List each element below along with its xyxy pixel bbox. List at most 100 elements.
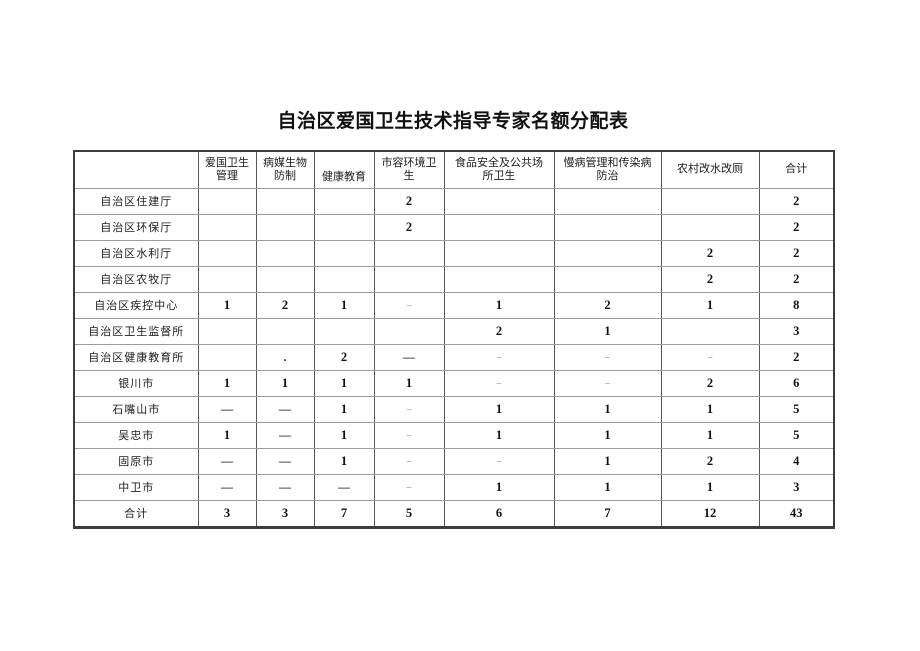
table-cell: 8 (758, 291, 835, 319)
table-cell (660, 213, 760, 241)
table-cell: 2 (758, 265, 835, 293)
table-cell: – (443, 447, 555, 475)
table-cell (660, 187, 760, 215)
table-cell: – (443, 343, 555, 371)
table-row: 石嘴山市 — —1–1 1 1 5 (73, 395, 835, 423)
table-cell: — (313, 473, 375, 501)
corner-cell (73, 150, 199, 189)
table-cell: – (373, 395, 445, 423)
table-cell: — (197, 395, 257, 423)
table-cell: 2 (660, 447, 760, 475)
row-label: 自治区住建厅 (73, 187, 199, 215)
table-cell (197, 317, 257, 345)
table-cell: 1 (443, 291, 555, 319)
table-cell (553, 239, 662, 267)
table-cell: 2 (443, 317, 555, 345)
table-row: 合计 3 3 7 5 6 7 12 43 (73, 499, 835, 528)
table-cell: 1 (553, 421, 662, 449)
table-cell: 1 (443, 421, 555, 449)
table-cell: 1 (553, 395, 662, 423)
table-cell: 2 (660, 265, 760, 293)
table-cell (313, 317, 375, 345)
table-cell (255, 317, 315, 345)
table-row: 中卫市 — — — –1 1 1 3 (73, 473, 835, 501)
table-cell: – (553, 369, 662, 397)
table-cell: 6 (443, 499, 555, 528)
header-row: 爱国卫生 管理 病媒生物 防制 健康教育 市容环境卫 生食品安全及公共场 所卫生 慢病管… (73, 150, 835, 189)
column-header: 食品安全及公共场 所卫生 (443, 150, 555, 189)
table-cell: 1 (553, 473, 662, 501)
table-cell: 1 (313, 395, 375, 423)
table-cell (443, 187, 555, 215)
row-label: 自治区健康教育所 (73, 343, 199, 371)
table-cell: 7 (313, 499, 375, 528)
table-cell (255, 213, 315, 241)
table-cell: 2 (313, 343, 375, 371)
table-cell: — (255, 421, 315, 449)
table-cell (255, 265, 315, 293)
table-cell: 1 (313, 447, 375, 475)
table-cell (443, 213, 555, 241)
table-cell (197, 265, 257, 293)
table-cell: – (553, 343, 662, 371)
table-cell: 1 (313, 291, 375, 319)
table-cell (313, 239, 375, 267)
row-label: 固原市 (73, 447, 199, 475)
table-cell: 5 (373, 499, 445, 528)
table-cell: — (255, 473, 315, 501)
table-cell: 3 (255, 499, 315, 528)
table-cell: 2 (758, 343, 835, 371)
table-cell (197, 187, 257, 215)
table-cell: — (255, 395, 315, 423)
table-cell: 2 (758, 239, 835, 267)
table-cell: – (373, 473, 445, 501)
table-cell: 2 (660, 369, 760, 397)
table-body: 自治区住建厅 2 2 自治区环保厅 2 2 自治区水利厅 2 2 自治区农牧厅 2 2 自治区疾控中心 1… (73, 187, 835, 528)
table-row: 自治区疾控中心 1 2 1–1 2 1 8 (73, 291, 835, 319)
table-row: 自治区住建厅 2 2 (73, 187, 835, 215)
table-cell: 2 (758, 213, 835, 241)
table-cell (197, 213, 257, 241)
table-cell: 4 (758, 447, 835, 475)
row-label: 自治区疾控中心 (73, 291, 199, 319)
table-cell (255, 187, 315, 215)
table-row: 吴忠市 1—1–1 1 1 5 (73, 421, 835, 449)
table-cell: – (660, 343, 760, 371)
table-cell: 6 (758, 369, 835, 397)
table-cell (197, 343, 257, 371)
table-row: 自治区水利厅 2 2 (73, 239, 835, 267)
table-cell: 1 (660, 291, 760, 319)
table-cell: 2 (758, 187, 835, 215)
table-cell (553, 187, 662, 215)
quota-allocation-table: 爱国卫生 管理 病媒生物 防制 健康教育 市容环境卫 生食品安全及公共场 所卫生 慢病管… (73, 150, 835, 529)
row-label: 吴忠市 (73, 421, 199, 449)
table-cell: 1 (553, 447, 662, 475)
table-cell: 5 (758, 395, 835, 423)
table-cell: – (373, 447, 445, 475)
table-cell: 1 (373, 369, 445, 397)
table-cell: 2 (660, 239, 760, 267)
table-cell (373, 239, 445, 267)
column-header: 健康教育 (313, 150, 375, 189)
row-label: 自治区环保厅 (73, 213, 199, 241)
table-cell: 1 (443, 473, 555, 501)
table-cell (443, 265, 555, 293)
table-cell (443, 239, 555, 267)
table-cell: 12 (660, 499, 760, 528)
table-cell: 1 (443, 395, 555, 423)
table-row: 自治区健康教育所. 2— – – –2 (73, 343, 835, 371)
table-cell: – (373, 421, 445, 449)
table-cell: 2 (255, 291, 315, 319)
table-cell: 2 (373, 213, 445, 241)
table-header: 爱国卫生 管理 病媒生物 防制 健康教育 市容环境卫 生食品安全及公共场 所卫生 慢病管… (73, 150, 835, 189)
page-title: 自治区爱国卫生技术指导专家名额分配表 (277, 111, 629, 132)
table-cell (553, 213, 662, 241)
table-cell: 3 (758, 317, 835, 345)
row-label: 自治区农牧厅 (73, 265, 199, 293)
table-cell: — (373, 343, 445, 371)
column-header: 爱国卫生 管理 (197, 150, 257, 189)
table-row: 自治区农牧厅 2 2 (73, 265, 835, 293)
table-cell: 3 (197, 499, 257, 528)
row-label: 自治区卫生监督所 (73, 317, 199, 345)
